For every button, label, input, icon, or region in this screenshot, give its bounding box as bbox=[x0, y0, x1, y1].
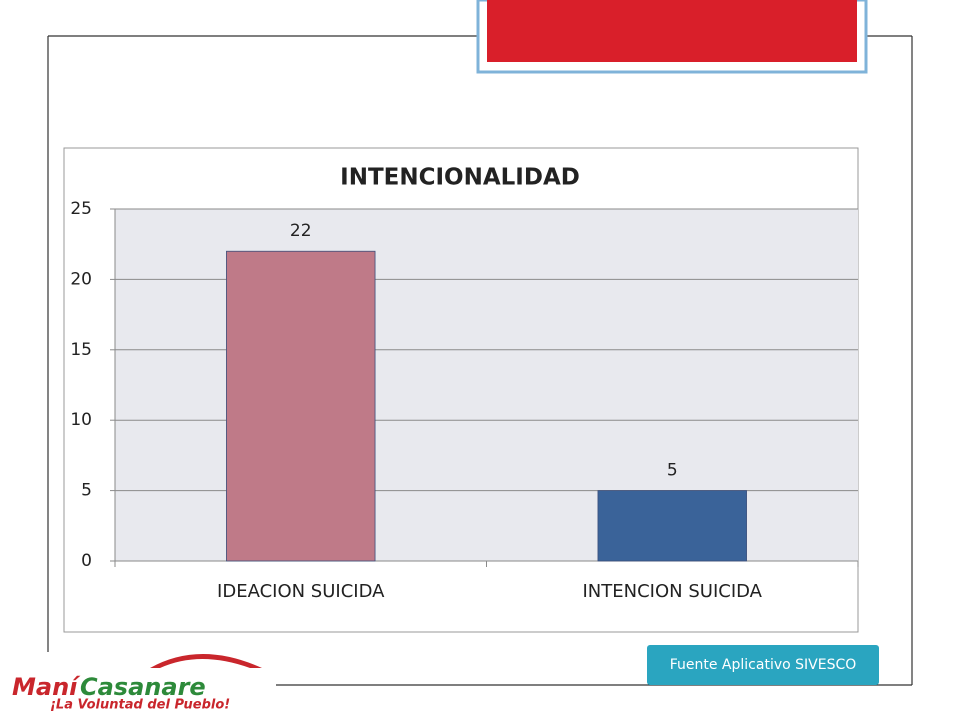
data-label: 5 bbox=[667, 461, 678, 481]
bar bbox=[597, 490, 747, 562]
x-tick-label: INTENCION SUICIDA bbox=[583, 581, 763, 602]
data-label: 22 bbox=[290, 221, 312, 241]
plot: 0 5 10 15 20 25 IDEACION SUICIDA 22 INTENCION SU… bbox=[70, 199, 859, 602]
logo-name-1: Maní bbox=[12, 673, 81, 701]
x-tick-label: IDEACION SUICIDA bbox=[217, 581, 385, 602]
header-red bbox=[487, 0, 857, 62]
y-tick-label: 20 bbox=[70, 269, 92, 289]
y-tick-label: 5 bbox=[81, 481, 92, 501]
y-tick-label: 25 bbox=[70, 199, 92, 219]
y-tick-label: 15 bbox=[70, 340, 92, 360]
source-badge bbox=[647, 645, 879, 685]
logo-name-2: Casanare bbox=[80, 673, 206, 701]
source-text: Fuente Aplicativo SIVESCO bbox=[670, 657, 857, 673]
y-tick-label: 10 bbox=[70, 410, 92, 430]
chart-title: INTENCIONALIDAD bbox=[340, 165, 580, 191]
logo-roof bbox=[150, 654, 262, 668]
y-tick-label: 0 bbox=[81, 551, 92, 571]
logo: Maní Casanare ¡La Voluntad del Pueblo! bbox=[12, 654, 262, 713]
bar bbox=[226, 250, 376, 562]
logo-slogan: ¡La Voluntad del Pueblo! bbox=[50, 698, 230, 713]
